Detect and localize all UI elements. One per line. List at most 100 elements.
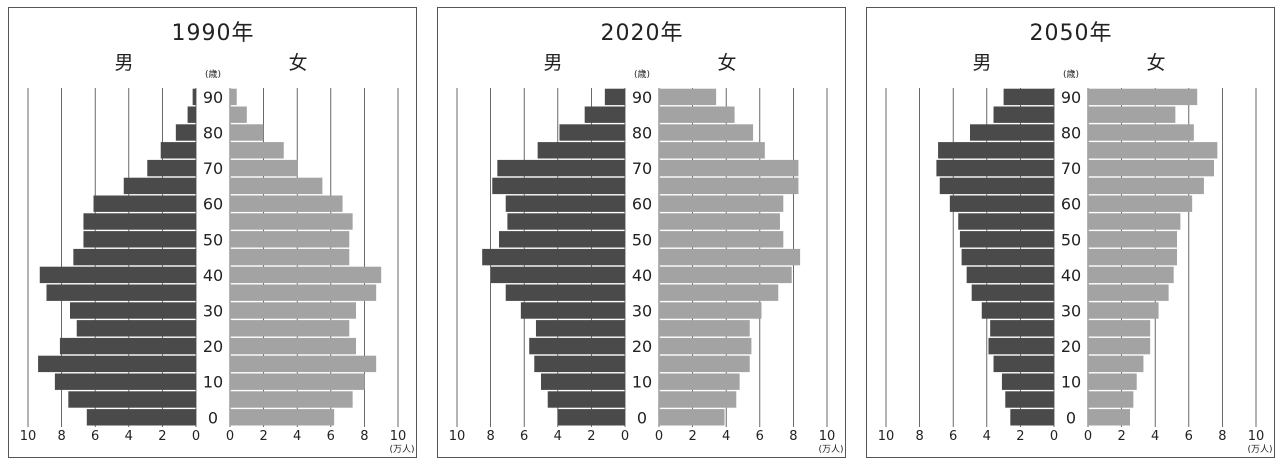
age-tick-label: 30 bbox=[1061, 302, 1081, 321]
male-bar-75-79 bbox=[938, 142, 1054, 159]
female-bar-65-69 bbox=[659, 177, 799, 195]
female-bar-5-9 bbox=[230, 391, 353, 408]
female-bar-90+ bbox=[230, 88, 237, 106]
male-label: 男 bbox=[543, 52, 562, 74]
x-tick-label: 8 bbox=[360, 429, 368, 444]
female-bar-10-14 bbox=[659, 373, 740, 390]
male-bar-60-64 bbox=[93, 195, 196, 212]
male-bar-40-44 bbox=[966, 266, 1054, 284]
male-bar-5-9 bbox=[1005, 391, 1054, 408]
male-bar-15-19 bbox=[38, 355, 196, 373]
chart-title: 2020年 bbox=[601, 21, 684, 46]
female-bar-55-59 bbox=[659, 213, 780, 230]
male-bar-30-34 bbox=[981, 302, 1054, 319]
female-bar-15-19 bbox=[230, 355, 377, 373]
female-bar-45-49 bbox=[230, 248, 350, 266]
female-bar-60-64 bbox=[659, 195, 784, 212]
female-bar-5-9 bbox=[1088, 391, 1134, 408]
male-bar-40-44 bbox=[39, 266, 196, 284]
chart-title: 1990年 bbox=[172, 21, 255, 46]
x-tick-label: 2 bbox=[158, 429, 166, 444]
female-bar-75-79 bbox=[659, 142, 765, 159]
female-bar-25-29 bbox=[659, 320, 750, 337]
age-tick-label: 60 bbox=[632, 195, 652, 214]
male-bar-10-14 bbox=[541, 373, 625, 390]
age-tick-label: 20 bbox=[203, 337, 223, 356]
female-bar-40-44 bbox=[659, 266, 792, 284]
male-bar-20-24 bbox=[59, 337, 196, 355]
population-unit-label: (万人) bbox=[818, 444, 843, 455]
age-tick-label: 90 bbox=[632, 88, 652, 107]
male-bar-70-74 bbox=[147, 159, 196, 177]
female-bar-55-59 bbox=[1088, 213, 1181, 230]
female-bar-90+ bbox=[1088, 88, 1198, 106]
x-tick-label: 8 bbox=[486, 429, 494, 444]
male-bar-80-84 bbox=[970, 124, 1054, 141]
female-label: 女 bbox=[717, 52, 736, 74]
male-bar-0-4 bbox=[557, 409, 625, 426]
x-tick-label: 2 bbox=[587, 429, 595, 444]
male-bar-90+ bbox=[192, 88, 196, 106]
x-tick-label: 0 bbox=[655, 429, 663, 444]
female-bar-30-34 bbox=[230, 302, 356, 319]
female-bar-70-74 bbox=[659, 159, 799, 177]
male-bar-15-19 bbox=[993, 355, 1054, 373]
male-bar-30-34 bbox=[70, 302, 196, 319]
age-tick-label: 70 bbox=[203, 159, 223, 178]
x-tick-label: 0 bbox=[226, 429, 234, 444]
x-tick-label: 2 bbox=[259, 429, 267, 444]
male-bar-45-49 bbox=[961, 248, 1054, 266]
male-bar-30-34 bbox=[520, 302, 625, 319]
x-tick-label: 6 bbox=[91, 429, 99, 444]
female-bar-25-29 bbox=[230, 320, 350, 337]
age-tick-label: 10 bbox=[203, 373, 223, 392]
female-bar-85-89 bbox=[659, 106, 735, 123]
male-bar-0-4 bbox=[86, 409, 196, 426]
population-unit-label: (万人) bbox=[1247, 444, 1272, 455]
female-bar-15-19 bbox=[1088, 355, 1144, 373]
age-tick-label: 80 bbox=[1061, 124, 1081, 143]
female-bar-30-34 bbox=[1088, 302, 1159, 319]
male-bar-50-54 bbox=[83, 231, 196, 248]
x-tick-label: 10 bbox=[819, 429, 836, 444]
female-bar-70-74 bbox=[230, 159, 298, 177]
female-bar-30-34 bbox=[659, 302, 762, 319]
x-tick-label: 0 bbox=[192, 429, 200, 444]
age-tick-label: 80 bbox=[632, 124, 652, 143]
male-bar-90+ bbox=[1003, 88, 1054, 106]
x-tick-label: 10 bbox=[878, 429, 895, 444]
male-label: 男 bbox=[972, 52, 991, 74]
age-unit-label: (歳) bbox=[1063, 68, 1079, 80]
male-bar-25-29 bbox=[990, 320, 1054, 337]
female-bar-70-74 bbox=[1088, 159, 1214, 177]
female-bar-65-69 bbox=[1088, 177, 1204, 195]
male-bar-65-69 bbox=[123, 177, 196, 195]
age-tick-label: 50 bbox=[1061, 230, 1081, 249]
male-label: 男 bbox=[114, 52, 133, 74]
x-tick-label: 8 bbox=[789, 429, 797, 444]
male-bar-20-24 bbox=[988, 337, 1054, 355]
male-bar-75-79 bbox=[537, 142, 625, 159]
female-bar-75-79 bbox=[1088, 142, 1218, 159]
male-bar-40-44 bbox=[490, 266, 625, 284]
age-tick-label: 80 bbox=[203, 124, 223, 143]
x-tick-label: 4 bbox=[293, 429, 301, 444]
age-tick-label: 60 bbox=[1061, 195, 1081, 214]
female-bar-65-69 bbox=[230, 177, 323, 195]
male-bar-25-29 bbox=[535, 320, 625, 337]
male-bar-55-59 bbox=[507, 213, 625, 230]
x-tick-label: 4 bbox=[1151, 429, 1159, 444]
x-tick-label: 4 bbox=[554, 429, 562, 444]
male-bar-5-9 bbox=[547, 391, 625, 408]
male-bar-35-39 bbox=[505, 284, 625, 301]
age-unit-label: (歳) bbox=[634, 68, 650, 80]
male-bar-80-84 bbox=[559, 124, 625, 141]
male-bar-70-74 bbox=[497, 159, 625, 177]
male-bar-65-69 bbox=[492, 177, 625, 195]
male-bar-80-84 bbox=[175, 124, 196, 141]
age-unit-label: (歳) bbox=[205, 68, 221, 80]
x-tick-label: 4 bbox=[983, 429, 991, 444]
x-tick-label: 10 bbox=[449, 429, 466, 444]
age-tick-label: 60 bbox=[203, 195, 223, 214]
